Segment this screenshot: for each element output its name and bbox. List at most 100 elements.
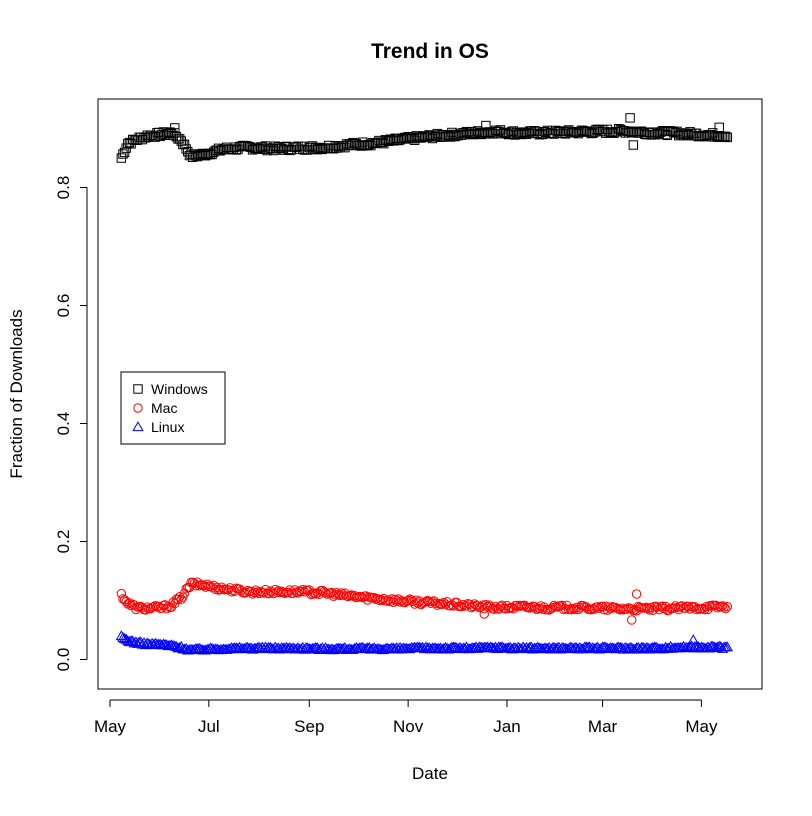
point-linux [418,643,431,654]
series-linux [115,630,734,655]
legend: Windows Mac Linux [120,371,226,445]
point-windows [665,126,676,136]
outlier-point-mac [631,589,642,599]
point-linux [716,642,729,653]
point-windows [176,136,186,146]
point-mac [489,604,499,614]
point-mac [529,601,540,612]
point-linux [193,642,205,653]
point-mac [174,592,185,602]
legend-item-mac: Mac [133,400,177,416]
point-mac [631,606,642,616]
point-linux [496,641,508,652]
point-mac [298,584,308,595]
legend-label: Windows [151,381,208,397]
point-linux [444,642,456,653]
point-linux [199,644,212,655]
x-tick-label: Mar [588,717,618,736]
point-mac [340,588,350,598]
point-linux [165,639,178,650]
plot-frame [97,98,763,690]
outlier-point-windows [481,120,491,131]
point-linux [420,641,432,652]
legend-item-windows: Windows [133,381,208,397]
outlier-point-windows [625,113,635,123]
point-linux [711,641,724,652]
point-linux [687,642,699,653]
x-tick-label: Jan [493,717,520,736]
outlier-point-windows [714,122,724,133]
legend-symbol-mac [133,403,143,413]
point-mac [716,602,726,612]
point-linux [394,641,406,652]
point-linux [123,636,136,647]
point-mac [168,597,178,607]
point-mac [557,600,567,611]
point-linux [486,642,499,653]
legend-item-linux: Linux [132,419,184,435]
point-mac [390,594,400,605]
legend-box [120,371,226,445]
point-mac [251,585,261,595]
point-mac [176,594,186,605]
point-linux [540,642,552,653]
x-tick-label: Jul [198,717,220,736]
point-linux [527,643,539,654]
y-tick-label: 0.6 [54,294,73,318]
legend-label: Linux [151,419,184,435]
chart-title: Trend in OS [371,40,489,63]
point-linux [721,641,734,652]
y-tick-label: 0.0 [54,648,73,672]
x-axis: May Jul Sep Nov Jan Mar May [94,699,718,736]
point-mac [424,596,434,607]
x-tick-label: Nov [393,717,424,736]
point-mac [307,589,318,599]
point-mac [589,604,600,614]
point-mac [173,594,183,605]
point-windows [366,140,376,151]
legend-symbol-windows [133,384,143,394]
point-mac [546,604,556,614]
point-linux [583,641,596,652]
point-mac [683,601,694,612]
point-linux [368,642,380,653]
point-linux [157,638,170,649]
point-windows [720,131,731,142]
point-mac [179,588,190,598]
point-linux [233,641,246,652]
point-linux [204,642,217,653]
x-tick-label: May [94,717,127,736]
point-linux [305,643,317,654]
outlier-point-mac [627,615,637,625]
series-mac [116,577,733,625]
point-linux [220,643,233,654]
point-mac [719,602,729,612]
x-tick-label: May [685,717,718,736]
x-tick-label: Sep [294,717,324,736]
point-linux [295,643,307,654]
point-linux [677,640,690,651]
legend-label: Mac [151,400,177,416]
point-linux [269,641,281,652]
point-linux [491,643,503,654]
point-windows [181,144,191,154]
outlier-point-linux [687,634,699,645]
point-mac [677,601,687,611]
point-windows [174,134,185,144]
series-windows [116,113,733,163]
point-mac [320,588,331,598]
point-linux [188,644,200,654]
outlier-point-windows [628,140,639,150]
point-linux [329,643,341,654]
point-linux [314,643,327,654]
point-mac [116,588,127,599]
point-mac [422,595,433,606]
points-layer [115,113,734,655]
point-windows [118,149,128,159]
point-linux [173,641,186,652]
point-mac [722,602,733,612]
point-linux [595,642,607,653]
point-linux [149,637,162,648]
point-linux [117,631,129,642]
